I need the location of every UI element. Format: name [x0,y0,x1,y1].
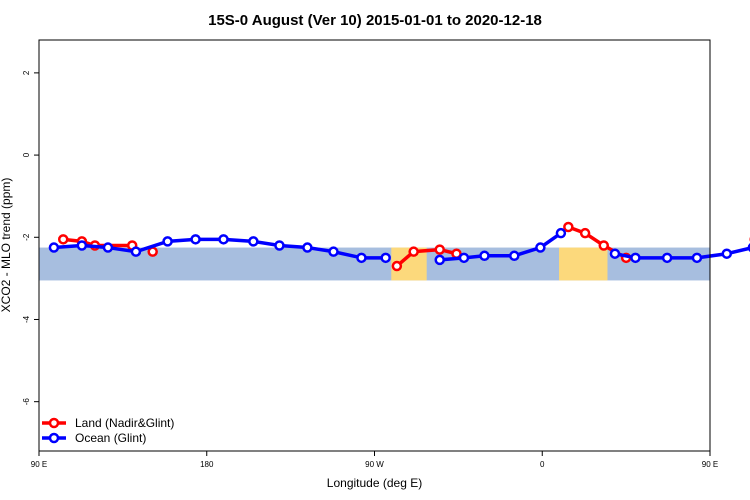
ocean-data-point [48,242,60,253]
land-data-point [408,246,419,257]
legend: Land (Nadir&Glint)Ocean (Glint) [42,416,174,445]
ocean-legend-label: Ocean (Glint) [75,431,146,445]
ocean-data-point [274,240,285,251]
land-legend-marker [48,417,60,429]
land-legend-label: Land (Nadir&Glint) [75,416,174,430]
x-tick-label: 90 W [365,460,384,469]
ocean-data-point [302,242,313,253]
land-data-point [579,227,591,239]
land-series-line [63,237,133,248]
ocean-data-point [328,246,339,257]
y-tick-label: -4 [22,315,31,323]
x-tick-label: 90 E [702,460,718,469]
ocean-data-point [721,248,733,259]
ocean-data-point [218,234,229,245]
ocean-data-point [130,246,142,257]
ocean-data-point [434,254,445,266]
y-axis-label: XCO2 - MLO trend (ppm) [0,178,13,313]
land-data-point [563,221,574,233]
y-tick-label: 0 [22,152,31,157]
y-tick-label: -6 [22,398,31,406]
y-axis: 2 0 -2 -4 -6 [22,70,39,405]
ocean-series [48,227,750,266]
ocean-data-point [458,252,470,264]
ocean-data-point [509,250,520,262]
chart-title: 15S-0 August (Ver 10) 2015-01-01 to 2020… [208,12,542,29]
y-tick-label: 2 [22,70,31,75]
ocean-data-point [555,227,567,239]
ocean-data-point [661,252,673,264]
ocean-data-point [535,242,546,253]
x-tick-label: 0 [540,460,545,469]
ocean-data-point [248,236,259,247]
ocean-data-point [479,250,490,262]
land-data-point [391,260,403,272]
land-data-point [57,234,69,245]
ocean-data-point [190,234,201,245]
ocean-legend-marker [48,432,60,444]
plot-frame [38,39,711,452]
x-tick-label: 180 [200,460,214,469]
land-data-point [598,240,610,251]
land-region [559,247,608,281]
x-axis: 90 E 180 90 W 0 90 E [31,451,718,469]
x-axis-label: Longitude (deg E) [327,476,422,490]
series-layer [48,221,750,272]
land-series-line [395,247,457,268]
ocean-data-point [630,252,641,264]
ocean-data-point [380,252,391,264]
ocean-data-point [691,252,703,264]
ocean-data-point [609,248,621,259]
ocean-data-point [162,236,173,247]
ocean-data-point [102,242,114,253]
y-tick-label: -2 [22,233,31,241]
ocean-data-point [76,240,88,251]
x-tick-label: 90 E [31,460,47,469]
ocean-series-line [614,246,750,260]
ocean-data-point [356,252,367,264]
land-data-point [434,244,445,255]
